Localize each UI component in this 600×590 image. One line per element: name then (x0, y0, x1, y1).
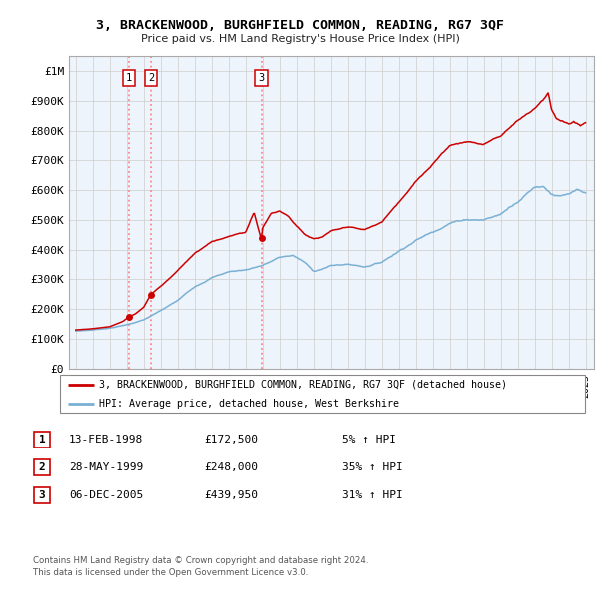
Text: 3: 3 (259, 73, 265, 83)
FancyBboxPatch shape (34, 432, 50, 448)
Text: 1: 1 (125, 73, 132, 83)
FancyBboxPatch shape (60, 375, 585, 414)
Text: 3, BRACKENWOOD, BURGHFIELD COMMON, READING, RG7 3QF: 3, BRACKENWOOD, BURGHFIELD COMMON, READI… (96, 19, 504, 32)
Text: £439,950: £439,950 (204, 490, 258, 500)
Text: This data is licensed under the Open Government Licence v3.0.: This data is licensed under the Open Gov… (33, 568, 308, 577)
Text: 2: 2 (38, 463, 46, 472)
Text: 35% ↑ HPI: 35% ↑ HPI (342, 463, 403, 472)
FancyBboxPatch shape (34, 487, 50, 503)
Text: 2: 2 (148, 73, 154, 83)
Text: 3: 3 (38, 490, 46, 500)
Text: £172,500: £172,500 (204, 435, 258, 444)
Text: 3, BRACKENWOOD, BURGHFIELD COMMON, READING, RG7 3QF (detached house): 3, BRACKENWOOD, BURGHFIELD COMMON, READI… (100, 380, 508, 390)
Text: 06-DEC-2005: 06-DEC-2005 (69, 490, 143, 500)
FancyBboxPatch shape (34, 459, 50, 476)
Text: Price paid vs. HM Land Registry's House Price Index (HPI): Price paid vs. HM Land Registry's House … (140, 34, 460, 44)
Text: 28-MAY-1999: 28-MAY-1999 (69, 463, 143, 472)
Text: HPI: Average price, detached house, West Berkshire: HPI: Average price, detached house, West… (100, 399, 400, 409)
Text: Contains HM Land Registry data © Crown copyright and database right 2024.: Contains HM Land Registry data © Crown c… (33, 556, 368, 565)
Text: £248,000: £248,000 (204, 463, 258, 472)
Text: 5% ↑ HPI: 5% ↑ HPI (342, 435, 396, 444)
Text: 31% ↑ HPI: 31% ↑ HPI (342, 490, 403, 500)
Text: 1: 1 (38, 435, 46, 444)
Text: 13-FEB-1998: 13-FEB-1998 (69, 435, 143, 444)
